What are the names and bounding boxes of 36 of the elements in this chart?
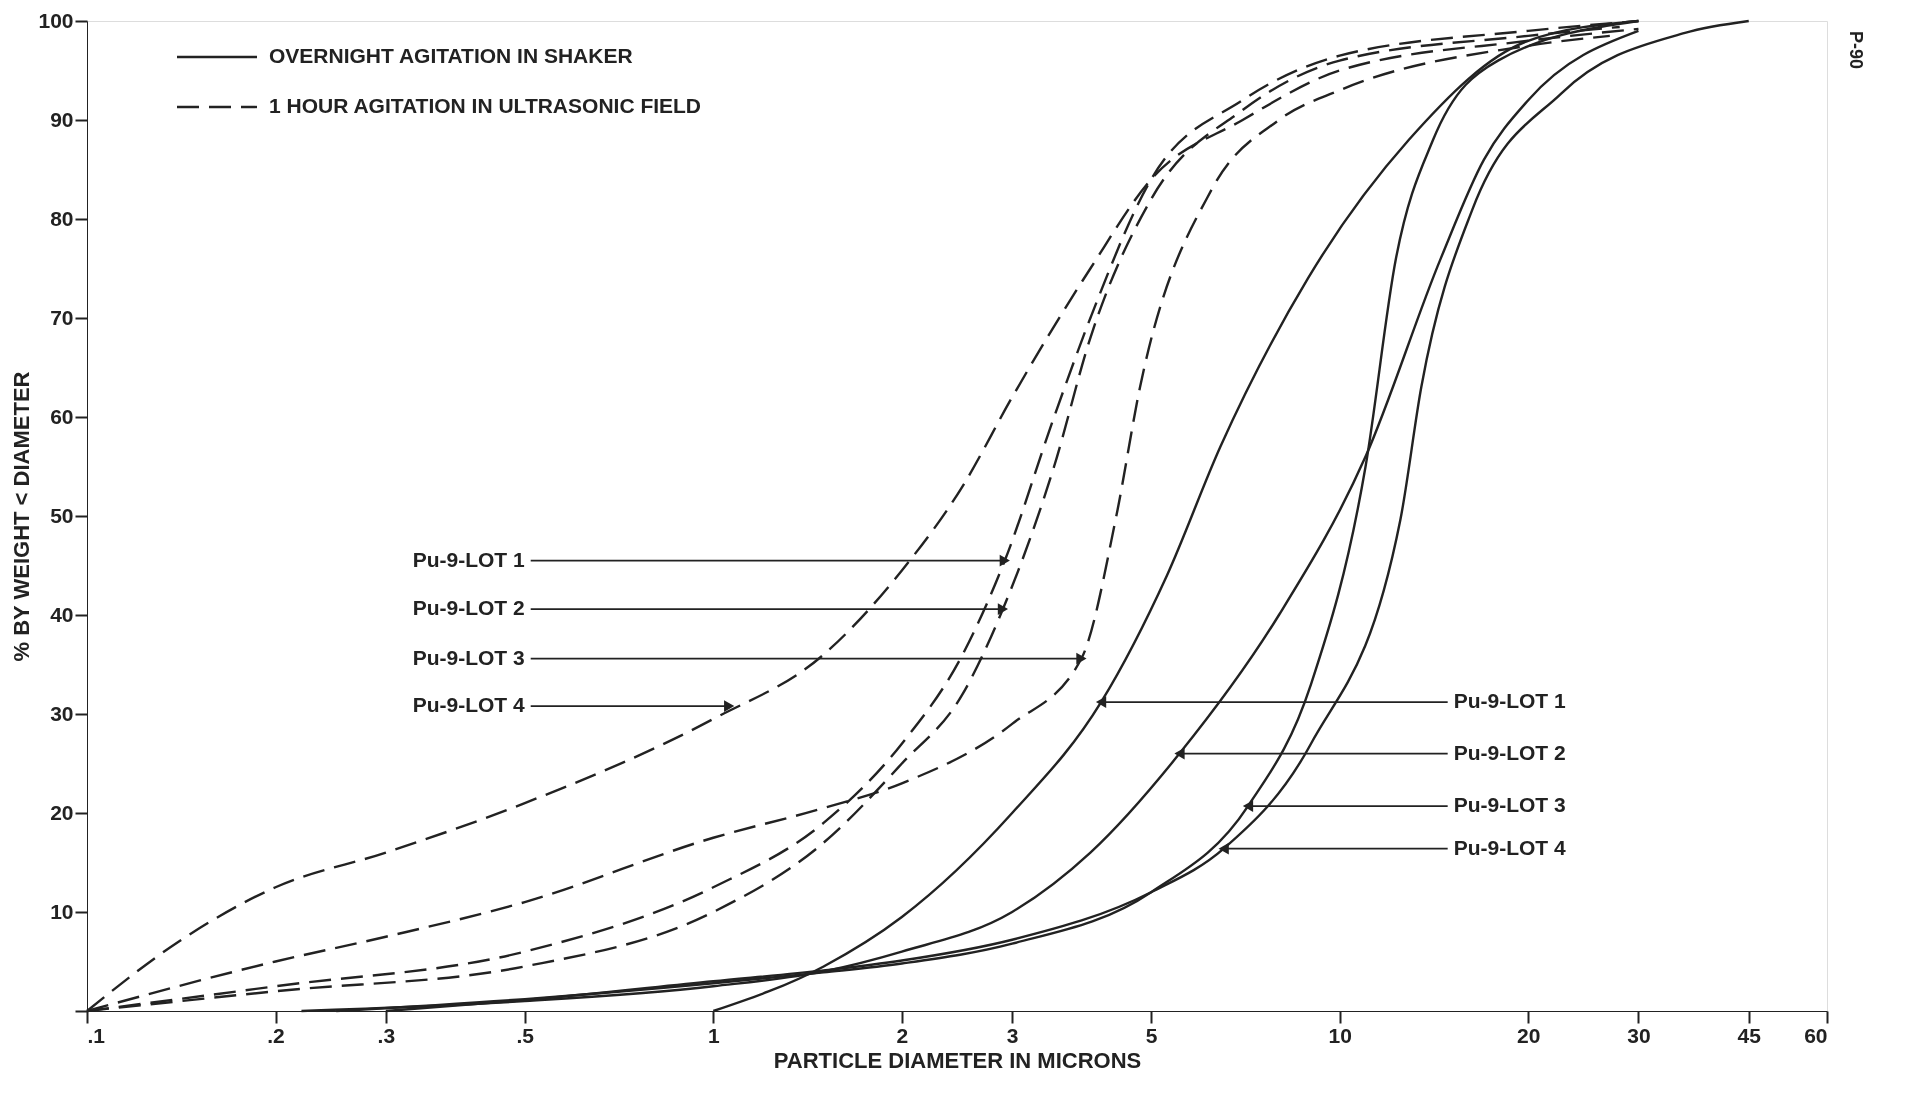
x-tick-label: 20 [1516, 1023, 1541, 1047]
x-tick-label: .2 [267, 1023, 285, 1047]
x-tick-label: .5 [516, 1023, 535, 1047]
y-tick-label: 80 [50, 206, 74, 230]
x-tick-label: .3 [377, 1023, 396, 1047]
annotation: Pu-9-LOT 3 [1453, 793, 1566, 817]
x-tick-label: 5 [1145, 1023, 1158, 1047]
x-tick-label: .1 [87, 1023, 106, 1047]
y-tick-label: 50 [50, 503, 74, 527]
annotation: Pu-9-LOT 2 [412, 596, 525, 620]
annotation: Pu-9-LOT 4 [412, 693, 526, 717]
text: P-90 [1846, 31, 1866, 70]
y-axis-title: % BY WEIGHT < DIAMETER [9, 371, 35, 662]
annotation: Pu-9-LOT 1 [412, 547, 526, 571]
annotation: Pu-9-LOT 3 [412, 645, 525, 669]
y-tick-label: 10 [50, 899, 74, 923]
annotation: Pu-9-LOT 2 [1453, 740, 1566, 764]
y-tick-label: 100 [38, 8, 74, 32]
annotation: OVERNIGHT AGITATION IN SHAKER [269, 44, 633, 67]
x-tick-label: 30 [1627, 1023, 1651, 1047]
y-tick-label: 30 [50, 701, 74, 725]
x-tick-label: 10 [1328, 1023, 1352, 1047]
x-tick-label: 1 [707, 1023, 720, 1047]
x-tick-label: 2 [896, 1023, 909, 1047]
y-tick-label: 20 [50, 800, 74, 824]
y-tick-label: 90 [50, 107, 74, 131]
annotation: Pu-9-LOT 1 [1453, 689, 1566, 713]
y-tick-label: 40 [50, 602, 74, 626]
x-axis-title: PARTICLE DIAMETER IN MICRONS [773, 1047, 1142, 1073]
x-tick-label: 60 [1804, 1023, 1828, 1047]
x-tick-label: 3 [1006, 1023, 1019, 1047]
y-tick-label: 60 [50, 404, 74, 428]
y-tick-label: 70 [50, 305, 74, 329]
annotation: Pu-9-LOT 4 [1453, 835, 1566, 859]
annotation: 1 HOUR AGITATION IN ULTRASONIC FIELD [269, 94, 702, 117]
x-tick-label: 45 [1737, 1023, 1762, 1047]
